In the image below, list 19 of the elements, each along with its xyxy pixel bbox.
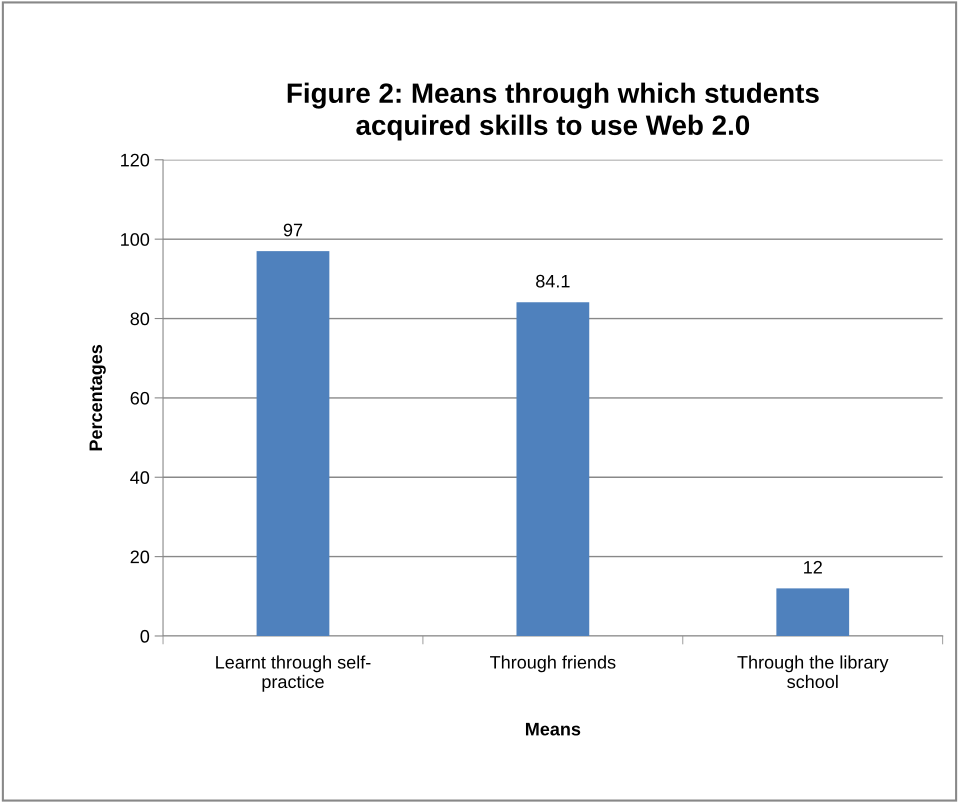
y-axis-title: Percentages bbox=[90, 344, 106, 450]
y-tick-label: 0 bbox=[140, 630, 150, 643]
chart-title: Figure 2: Means through which students acquired skills to use Web 2.0 bbox=[288, 82, 819, 141]
bar bbox=[776, 588, 850, 636]
y-tick-label: 100 bbox=[121, 233, 150, 246]
x-tick-label: Through friends bbox=[490, 655, 616, 672]
bar bbox=[256, 251, 330, 636]
y-tick-label: 120 bbox=[121, 154, 150, 167]
x-tick-label: Learnt through self- practice bbox=[216, 655, 370, 692]
y-tick-label: 80 bbox=[130, 312, 150, 326]
data-label: 84.1 bbox=[536, 274, 570, 288]
y-tick-label: 40 bbox=[130, 471, 150, 484]
data-label: 97 bbox=[284, 224, 302, 236]
x-tick-label: Through the library school bbox=[737, 655, 888, 688]
data-label: 12 bbox=[804, 560, 822, 574]
y-tick-label: 60 bbox=[130, 392, 150, 405]
y-tick-label: 20 bbox=[130, 550, 150, 564]
bar bbox=[516, 302, 590, 636]
x-axis-title: Means bbox=[526, 722, 580, 736]
